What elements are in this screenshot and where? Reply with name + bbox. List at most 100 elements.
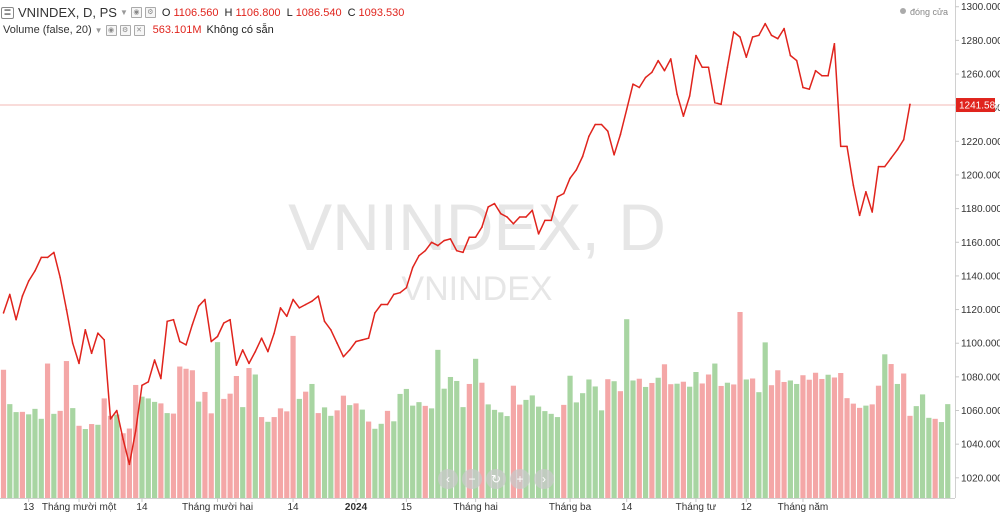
volume-bar: [812, 372, 819, 498]
symbol-label: VNINDEX, D, PS: [18, 5, 117, 20]
volume-bar: [101, 398, 107, 498]
volume-bar: [466, 383, 472, 498]
price-point: [884, 165, 886, 168]
price-point: [638, 86, 641, 89]
price-point: [833, 42, 836, 45]
volume-bar: [133, 384, 139, 498]
high-value: 1106.800: [235, 6, 281, 19]
price-point: [229, 318, 231, 321]
y-tick-label: 1160.000: [961, 238, 1000, 249]
price-point: [71, 342, 74, 345]
price-point: [739, 36, 741, 38]
price-point: [688, 95, 691, 97]
volume-bar: [756, 392, 762, 498]
price-point: [657, 59, 659, 62]
volume-bar: [114, 414, 120, 498]
volume-bar: [328, 415, 334, 498]
volume-bar: [397, 393, 403, 498]
price-point: [116, 409, 118, 412]
x-tick-label: Tháng mười một: [42, 502, 117, 513]
price-point: [367, 337, 370, 339]
price-point: [581, 155, 584, 158]
symbol-legend: ▬ ▬ VNINDEX, D, PS ▼ ◉ ⚙ O 1106.560 H 110…: [0, 5, 404, 20]
y-tick-label: 1300.000: [961, 2, 1000, 13]
price-point: [8, 293, 11, 296]
price-point: [103, 339, 106, 341]
y-tick-label: 1100.000: [961, 339, 1000, 350]
price-point: [506, 216, 508, 218]
price-point: [430, 241, 433, 244]
volume-bar: [787, 380, 793, 498]
price-point: [443, 239, 445, 242]
zoom-out-button[interactable]: −: [462, 469, 482, 489]
volume-bar: [277, 408, 284, 498]
price-point: [223, 322, 225, 324]
close-icon[interactable]: ✕: [133, 24, 145, 36]
price-point: [90, 352, 93, 355]
price-point: [858, 214, 861, 217]
reset-button[interactable]: ↻: [486, 469, 506, 489]
open-label: O: [161, 6, 171, 19]
volume-bar: [919, 394, 926, 498]
price-point: [682, 115, 685, 117]
volume-bar: [372, 428, 378, 498]
price-point: [285, 315, 288, 318]
price-point: [304, 303, 307, 306]
eye-icon[interactable]: ◉: [105, 24, 117, 36]
volume-bar: [800, 375, 806, 498]
price-point: [65, 308, 68, 311]
volume-bar: [290, 335, 296, 498]
price-point: [455, 249, 458, 252]
volume-bar: [158, 403, 164, 498]
price-point: [122, 438, 124, 440]
price-point: [890, 157, 892, 159]
eye-icon[interactable]: ◉: [130, 7, 142, 18]
volume-bar: [844, 398, 850, 498]
volume-bar: [624, 319, 630, 498]
volume-bar: [674, 383, 680, 498]
last-price-tag: [956, 98, 995, 113]
price-point: [751, 36, 754, 38]
volume-bar: [76, 425, 82, 498]
scroll-left-button[interactable]: ‹: [438, 469, 458, 489]
volume-bar: [894, 383, 900, 498]
scroll-right-button[interactable]: ›: [534, 469, 554, 489]
low-value: 1086.540: [295, 6, 342, 19]
x-tick-label: Tháng năm: [778, 502, 829, 513]
volume-bar: [655, 377, 661, 498]
price-point: [411, 266, 414, 269]
price-point: [449, 238, 452, 240]
volume-bar: [265, 421, 271, 498]
volume-bar: [258, 417, 265, 498]
chevron-down-icon[interactable]: ▼: [119, 8, 128, 17]
price-point: [97, 332, 99, 334]
price-point: [556, 196, 559, 198]
x-tick-label: Tháng mười hai: [182, 502, 253, 513]
volume-bar: [680, 381, 686, 498]
volume-bar: [630, 380, 636, 498]
price-point: [493, 202, 496, 205]
series-toggle-icon[interactable]: ▬ ▬: [1, 6, 14, 19]
chevron-down-icon[interactable]: ▼: [94, 25, 103, 35]
zoom-in-button[interactable]: +: [510, 469, 530, 489]
volume-bar: [378, 423, 384, 498]
volume-bar: [510, 385, 516, 498]
price-point: [902, 138, 905, 141]
x-tick-label: 14: [288, 502, 300, 513]
price-point: [166, 320, 168, 323]
volume-bar: [724, 382, 731, 498]
price-point: [808, 88, 811, 90]
volume-bar: [303, 391, 309, 498]
price-point: [500, 212, 502, 215]
y-tick-label: 1080.000: [961, 372, 1000, 383]
volume-bar: [252, 374, 258, 498]
settings-icon[interactable]: ⚙: [119, 24, 131, 36]
price-point: [59, 276, 61, 279]
volume-bar: [189, 370, 195, 498]
settings-icon[interactable]: ⚙: [144, 7, 156, 18]
price-point: [651, 71, 653, 74]
volume-bar: [504, 416, 510, 498]
price-point: [846, 145, 848, 148]
y-tick-label: 1120.000: [961, 305, 1000, 316]
